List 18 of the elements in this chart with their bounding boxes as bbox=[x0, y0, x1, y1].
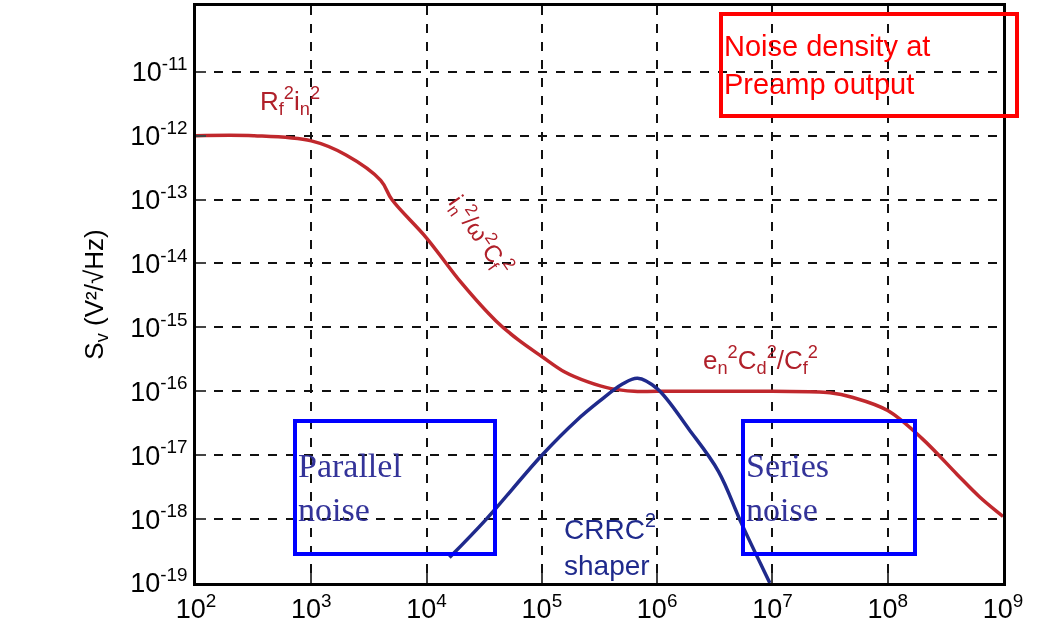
y-tick-label: 10$^{-11}$ bbox=[131, 52, 188, 88]
x-tick-label: 10$^{6}$ bbox=[636, 590, 678, 625]
annotation: Series noise bbox=[746, 446, 830, 529]
y-tick-label: 10$^{-16}$ bbox=[130, 372, 188, 407]
y-tick-label: 10$^{-15}$ bbox=[130, 308, 188, 343]
y-tick-label: 10$^{-17}$ bbox=[130, 436, 188, 471]
y-tick-label: 10$^{-13}$ bbox=[130, 180, 188, 216]
y-tick-label: 10$^{-12}$ bbox=[130, 116, 188, 152]
y-tick-label: 10$^{-18}$ bbox=[130, 500, 188, 535]
annotation: Noise density at Preamp output bbox=[724, 30, 931, 100]
x-tick-label: 10$^{7}$ bbox=[752, 590, 793, 625]
x-tick-label: 10$^{3}$ bbox=[291, 590, 332, 625]
x-tick-label: 10$^{5}$ bbox=[521, 590, 563, 625]
annotation: Parallel noise bbox=[298, 446, 402, 529]
y-tick-label: 10$^{-14}$ bbox=[130, 244, 188, 279]
x-tick-label: 10$^{9}$ bbox=[982, 590, 1024, 625]
x-tick-label: 10$^{4}$ bbox=[406, 590, 447, 625]
x-tick-label: 10$^{8}$ bbox=[867, 590, 908, 625]
